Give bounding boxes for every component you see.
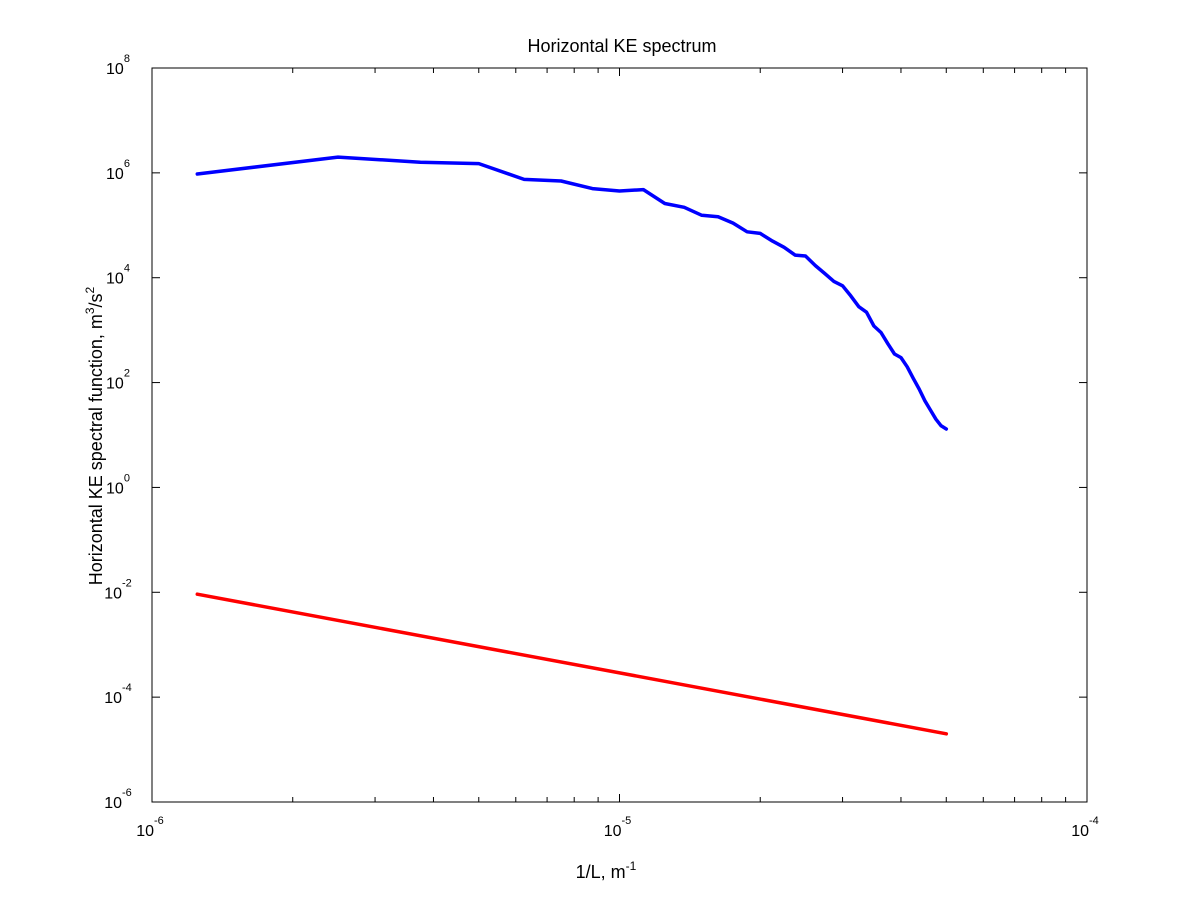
series-layer <box>195 155 949 736</box>
y-tick-label: 10-2 <box>104 577 132 602</box>
x-axis-label: 1/L, m-1 <box>576 859 637 882</box>
tick-labels: 10-6 10-5 10-4 10-6 10-4 10-2 100 102 104 106 108 <box>104 53 1099 840</box>
y-tick-label: 104 <box>106 263 130 288</box>
y-tick-label: 102 <box>106 368 130 393</box>
y-tick-label: 10-4 <box>104 682 132 707</box>
y-tick-label: 100 <box>106 472 130 497</box>
series-line-blue <box>195 155 949 431</box>
y-axis-label: Horizontal KE spectral function, m3/s2 <box>83 286 106 585</box>
x-tick-label: 10-5 <box>604 815 632 840</box>
y-tick-label: 10-6 <box>104 787 132 812</box>
x-tick-label: 10-4 <box>1071 815 1099 840</box>
axis-ticks <box>151 67 1088 803</box>
y-tick-label: 108 <box>106 53 130 78</box>
x-tick-label: 10-6 <box>136 815 164 840</box>
y-tick-label: 106 <box>106 158 130 183</box>
series-line-red <box>195 592 949 736</box>
chart-title: Horizontal KE spectrum <box>527 36 716 56</box>
